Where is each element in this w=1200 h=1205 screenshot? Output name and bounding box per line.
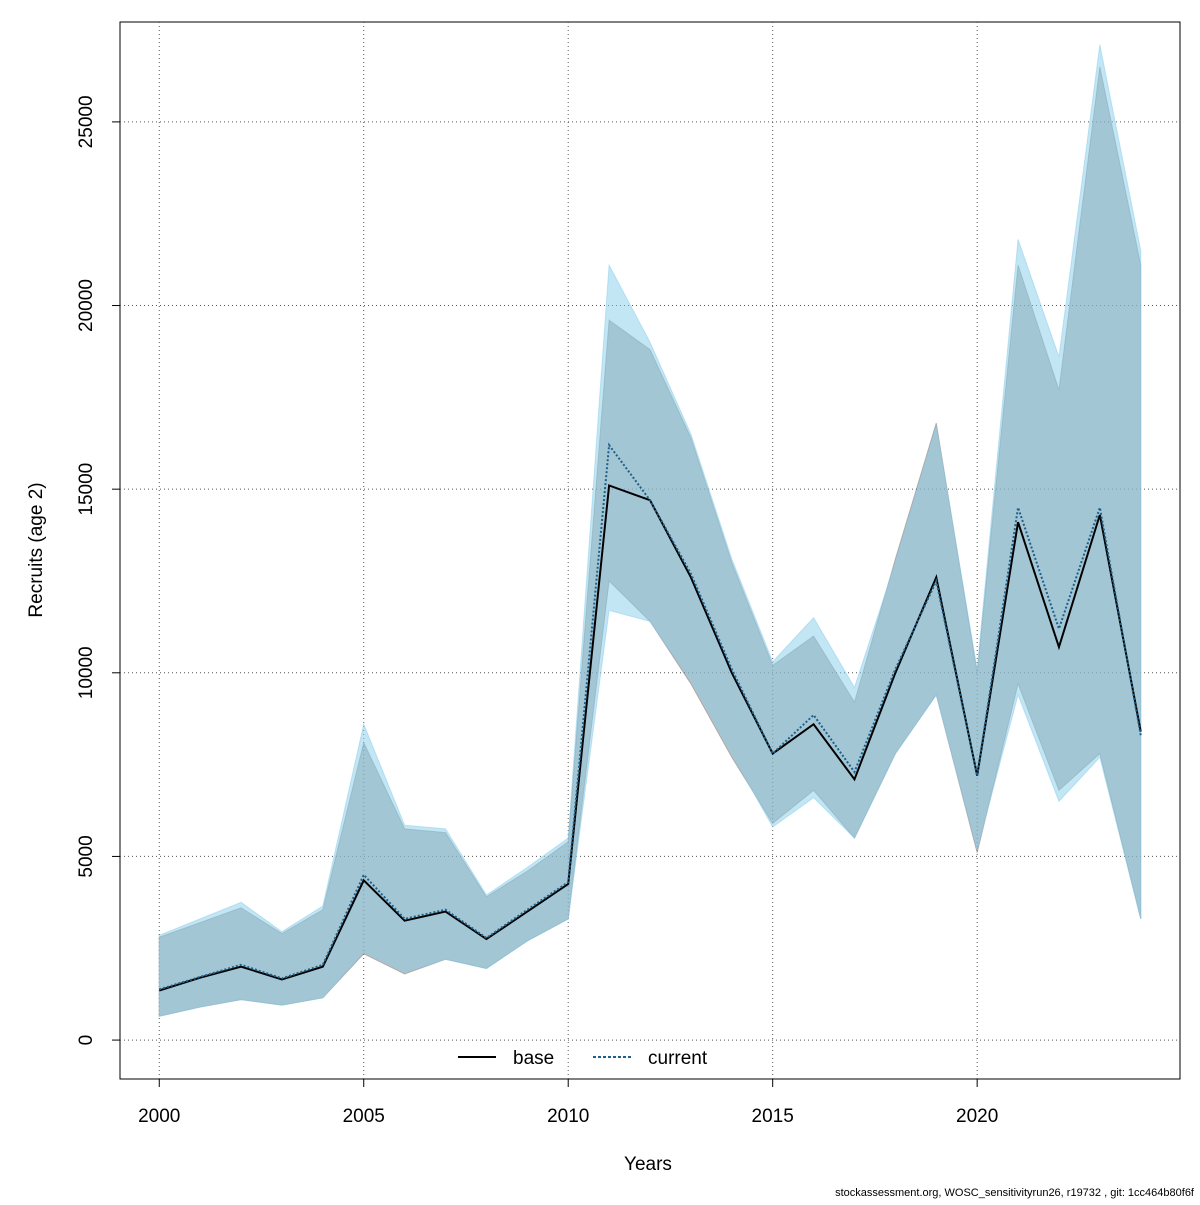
footer: stockassessment.org, WOSC_sensitivityrun… <box>835 1187 1195 1199</box>
y-tick-label: 10000 <box>76 646 97 699</box>
y-tick-label: 0 <box>76 1035 97 1046</box>
x-tick-label: 2010 <box>547 1106 589 1127</box>
legend-label: base <box>513 1048 554 1069</box>
y-tick-label: 15000 <box>76 463 97 516</box>
y-axis-label: Recruits (age 2) <box>26 482 47 617</box>
series-line <box>158 442 1142 991</box>
x-tick-label: 2005 <box>343 1106 385 1127</box>
x-axis-label: Years <box>624 1154 672 1175</box>
plot-frame <box>119 21 1181 1080</box>
y-tick-label: 20000 <box>76 279 97 332</box>
y-tick-label: 5000 <box>76 835 97 877</box>
x-tick-label: 2015 <box>752 1106 794 1127</box>
legend-label: current <box>648 1048 708 1069</box>
x-tick-label: 2000 <box>138 1106 180 1127</box>
confidence-band <box>158 44 1142 1017</box>
x-tick-label: 2020 <box>956 1106 998 1127</box>
y-tick-label: 25000 <box>76 95 97 148</box>
